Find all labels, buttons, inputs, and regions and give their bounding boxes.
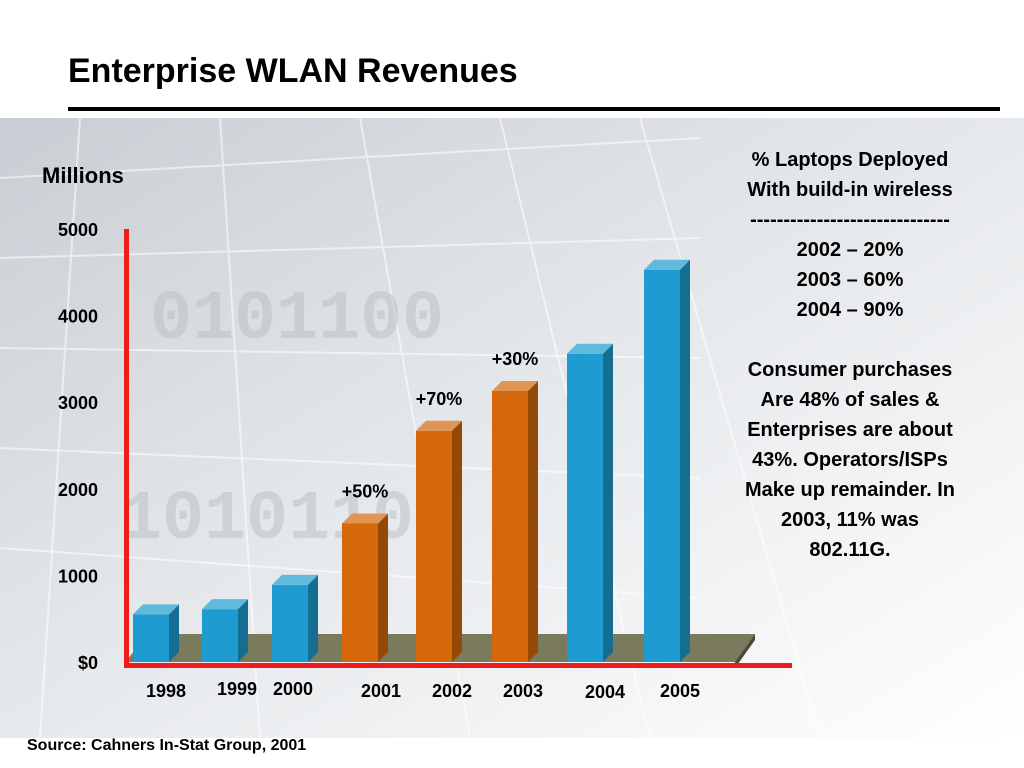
- x-tick-label: 1999: [217, 679, 257, 699]
- bar-front: [416, 430, 452, 662]
- bar-front: [133, 614, 169, 662]
- x-axis-line: [124, 663, 792, 668]
- bar-front: [567, 353, 603, 662]
- y-tick-label: 3000: [58, 393, 98, 413]
- bar-top: [492, 380, 538, 391]
- bar-side: [308, 574, 318, 662]
- bar: [492, 380, 538, 662]
- bar-top: [567, 343, 613, 354]
- x-tick-label: 2000: [273, 679, 313, 699]
- x-tick-label: 2003: [503, 681, 543, 701]
- side-note-line: Make up remainder. In: [744, 479, 956, 501]
- y-tick-label: $0: [78, 653, 98, 673]
- side-note-line: With build-in wireless: [747, 179, 953, 201]
- side-note-line: 2002 – 20%: [796, 239, 904, 261]
- side-note-line: ------------------------------: [750, 209, 950, 231]
- y-tick-label: 1000: [58, 566, 98, 586]
- growth-annotation: +70%: [416, 389, 463, 409]
- bar-side: [452, 420, 462, 662]
- x-tick-label: 1998: [146, 681, 186, 701]
- side-note-line: Enterprises are about: [747, 419, 953, 441]
- bar-front: [202, 609, 238, 662]
- bar-top: [272, 574, 318, 585]
- svg-text:0101100: 0101100: [150, 281, 444, 360]
- bar-front: [272, 584, 308, 662]
- bar-top: [342, 513, 388, 524]
- chart-floor-edge: [735, 634, 755, 668]
- side-note: % Laptops Deployed With build-in wireles…: [700, 145, 1000, 565]
- page-title: Enterprise WLAN Revenues: [68, 52, 518, 90]
- side-note-line: 2003 – 60%: [796, 269, 904, 291]
- bar-front: [644, 269, 680, 662]
- bar-side: [378, 513, 388, 662]
- side-note-spacer: [700, 325, 1000, 355]
- x-tick-label: 2001: [361, 681, 401, 701]
- x-tick-label: 2005: [660, 681, 700, 701]
- y-tick-label: 2000: [58, 480, 98, 500]
- side-note-line: 43%. Operators/ISPs: [752, 449, 948, 471]
- bar-side: [603, 343, 613, 662]
- bar-side: [680, 259, 690, 662]
- bar-top: [202, 599, 248, 610]
- bar: [416, 420, 462, 662]
- source-note: Source: Cahners In-Stat Group, 2001: [27, 737, 307, 754]
- title-underline: [68, 107, 1000, 111]
- bar: [272, 574, 318, 662]
- side-note-line: 802.11G.: [809, 539, 891, 561]
- bar-top: [416, 420, 462, 431]
- bar-side: [169, 604, 179, 662]
- bar: [342, 513, 388, 662]
- side-note-line: Are 48% of sales &: [760, 389, 940, 411]
- side-note-line: % Laptops Deployed: [751, 149, 949, 171]
- bar-top: [133, 604, 179, 615]
- x-tick-label: 2004: [585, 682, 625, 702]
- bar-side: [238, 599, 248, 662]
- bar-top: [644, 259, 690, 270]
- x-tick-label: 2002: [432, 681, 472, 701]
- bar-side: [528, 380, 538, 662]
- side-note-line: 2004 – 90%: [796, 299, 904, 321]
- side-note-line: 2003, 11% was: [781, 509, 919, 531]
- bar: [202, 599, 248, 662]
- bar: [133, 604, 179, 662]
- growth-annotation: +30%: [492, 349, 539, 369]
- y-tick-label: 4000: [58, 307, 98, 327]
- growth-annotation: +50%: [342, 481, 389, 501]
- y-tick-label: 5000: [58, 220, 98, 240]
- bar: [567, 343, 613, 662]
- side-note-line: Consumer purchases: [747, 359, 953, 381]
- bar-front: [342, 523, 378, 662]
- y-axis-label: Millions: [42, 163, 124, 188]
- y-axis-line: [124, 229, 129, 668]
- bar: [644, 259, 690, 662]
- bar-front: [492, 390, 528, 662]
